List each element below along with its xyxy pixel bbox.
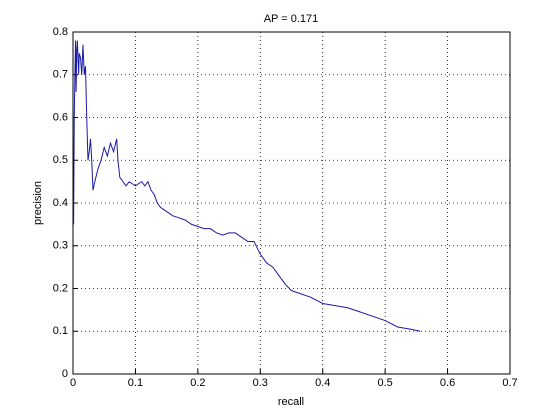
x-tick-label: 0 [70, 377, 76, 389]
x-tick-label: 0.3 [253, 377, 268, 389]
x-axis-label: recall [278, 396, 304, 408]
x-tick-label: 0.2 [190, 377, 205, 389]
y-tick-label: 0.5 [53, 154, 68, 166]
y-tick-label: 0.8 [53, 26, 68, 38]
x-tick-label: 0.4 [315, 377, 330, 389]
x-tick-label: 0.5 [377, 377, 392, 389]
chart-title: AP = 0.171 [264, 13, 319, 25]
x-tick-label: 0.6 [440, 377, 455, 389]
x-tick-label: 0.7 [502, 377, 517, 389]
y-axis-label: precision [32, 181, 44, 225]
y-tick-label: 0.2 [53, 282, 68, 294]
y-tick-label: 0.3 [53, 240, 68, 252]
pr-curve [73, 40, 421, 332]
plot-frame [72, 31, 511, 375]
y-tick-label: 0.7 [53, 69, 68, 81]
x-tick-label: 0.1 [128, 377, 143, 389]
y-tick-label: 0.6 [53, 111, 68, 123]
y-tick-label: 0.4 [53, 197, 68, 209]
y-tick-label: 0 [62, 368, 68, 380]
y-tick-label: 0.1 [53, 325, 68, 337]
